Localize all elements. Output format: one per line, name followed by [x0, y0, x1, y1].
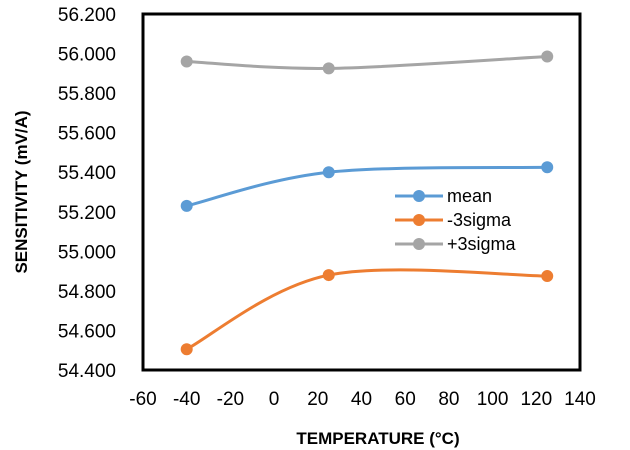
x-tick-label: -60 — [129, 389, 156, 410]
data-point--3sigma — [541, 270, 554, 283]
series-points — [180, 50, 554, 356]
x-tick-label: 140 — [564, 389, 596, 410]
x-tick-label: 80 — [438, 389, 459, 410]
data-point--3sigma — [180, 343, 193, 356]
data-point-mean — [180, 199, 193, 212]
y-tick-label: 55.000 — [58, 242, 116, 263]
data-point-mean — [541, 161, 554, 174]
legend-label: -3sigma — [447, 210, 512, 230]
y-tick-label: 55.800 — [58, 84, 116, 105]
y-tick-label: 56.000 — [58, 45, 116, 66]
y-tick-label: 56.200 — [58, 5, 116, 26]
legend-swatch-marker — [413, 238, 425, 250]
legend-label: mean — [447, 186, 492, 206]
x-tick-label: -20 — [217, 389, 244, 410]
legend-label: +3sigma — [447, 234, 517, 254]
x-tick-label: 60 — [395, 389, 416, 410]
x-axis-title: TEMPERATURE (°C) — [296, 429, 459, 448]
x-tick-label: 40 — [351, 389, 372, 410]
legend-swatch-marker — [413, 214, 425, 226]
series-lines — [186, 55, 548, 351]
y-tick-label: 54.800 — [58, 282, 116, 303]
data-point-+3sigma — [180, 55, 193, 68]
x-tick-label: 20 — [307, 389, 328, 410]
series-line-+3sigma — [186, 55, 548, 70]
x-tick-label: 100 — [477, 389, 509, 410]
y-tick-label: 55.600 — [58, 124, 116, 145]
data-point-+3sigma — [322, 62, 335, 75]
data-point-mean — [322, 166, 335, 179]
x-tick-label: 120 — [520, 389, 552, 410]
y-tick-label: 55.400 — [58, 163, 116, 184]
data-point-+3sigma — [541, 50, 554, 63]
series-line--3sigma — [186, 268, 548, 351]
legend: mean -3sigma +3sigma — [395, 186, 517, 254]
x-tick-label: 0 — [269, 389, 280, 410]
y-tick-label: 54.600 — [58, 321, 116, 342]
y-tick-label: 54.400 — [58, 361, 116, 382]
legend-swatch-marker — [413, 190, 425, 202]
x-tick-labels: -60 -40 -20 0 20 40 60 80 100 120 140 — [129, 389, 596, 410]
series-line-mean — [186, 165, 548, 208]
y-tick-label: 55.200 — [58, 203, 116, 224]
x-tick-label: -40 — [173, 389, 200, 410]
plot-frame — [141, 12, 582, 372]
data-point--3sigma — [322, 269, 335, 282]
y-axis-title: SENSITIVITY (mV/A) — [12, 110, 31, 273]
y-tick-labels: 56.200 56.000 55.800 55.600 55.400 55.200 55.0… — [58, 5, 116, 382]
